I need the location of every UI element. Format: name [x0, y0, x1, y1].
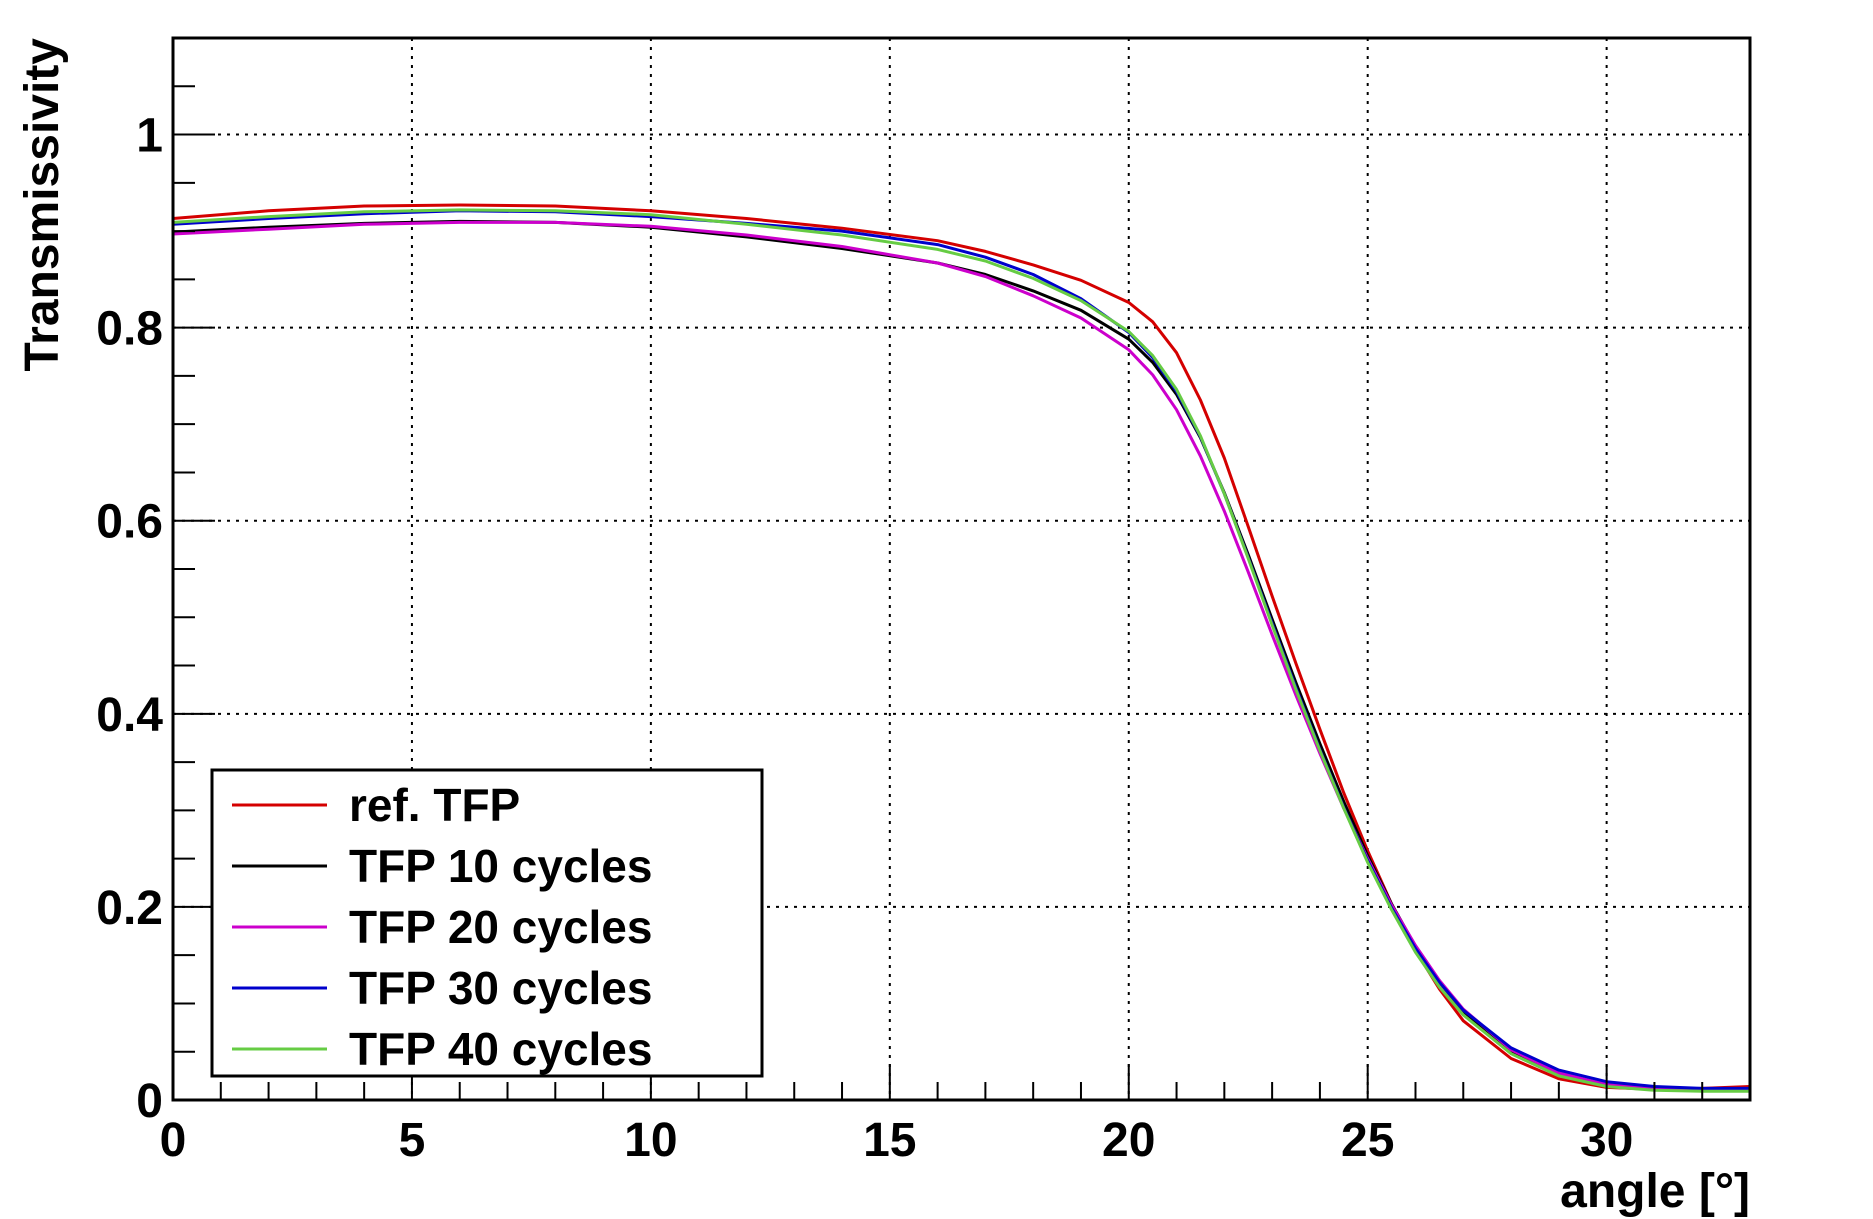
series-lines	[172, 203, 1751, 1093]
axis-ticks	[172, 37, 1751, 1101]
legend-label-3: TFP 20 cycles	[349, 901, 652, 953]
legend: ref. TFP TFP 10 cycles TFP 20 cycles TFP 30…	[210, 768, 764, 1078]
legend-label-2: TFP 10 cycles	[349, 840, 652, 892]
x-tick-label: 10	[624, 1114, 677, 1167]
x-tick-label: 20	[1102, 1114, 1155, 1167]
x-tick-label: 5	[399, 1114, 426, 1167]
y-tick-label: 0.4	[96, 689, 163, 742]
series-line-1	[172, 203, 1751, 1091]
grid	[173, 38, 1750, 1100]
y-tick-label: 0.2	[96, 882, 163, 935]
y-tick-label: 0.8	[96, 303, 163, 356]
legend-label-4: TFP 30 cycles	[349, 962, 652, 1014]
y-tick-label: 1	[136, 110, 163, 163]
tick-labels: 0 5 10 15 20 25 30 0 0.2 0.4 0.6 0.8 1	[96, 110, 1633, 1167]
legend-label-1: ref. TFP	[349, 779, 520, 831]
x-tick-label: 30	[1580, 1114, 1633, 1167]
x-tick-label: 0	[160, 1114, 187, 1167]
y-tick-label: 0	[136, 1075, 163, 1128]
x-axis-title: angle [°]	[1560, 1165, 1750, 1218]
y-tick-label: 0.6	[96, 496, 163, 549]
legend-label-5: TFP 40 cycles	[349, 1023, 652, 1075]
series-line-5	[172, 208, 1750, 1093]
legend-box	[210, 768, 764, 1078]
y-axis-title: Transmissivity	[16, 38, 69, 372]
x-tick-label: 15	[863, 1114, 916, 1167]
x-tick-label: 25	[1341, 1114, 1394, 1167]
